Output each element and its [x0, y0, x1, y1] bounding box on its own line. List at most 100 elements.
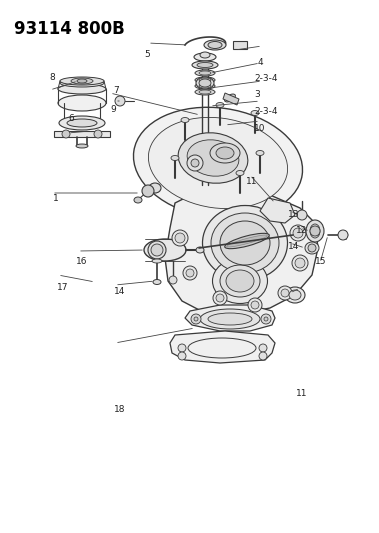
Circle shape [191, 314, 201, 324]
Ellipse shape [305, 242, 319, 254]
Ellipse shape [199, 90, 211, 94]
Ellipse shape [192, 61, 218, 69]
Polygon shape [260, 198, 295, 223]
Ellipse shape [144, 239, 186, 261]
Circle shape [115, 96, 125, 106]
Text: 7: 7 [114, 86, 119, 95]
Ellipse shape [77, 79, 87, 83]
Ellipse shape [199, 79, 211, 87]
Circle shape [62, 130, 70, 138]
Ellipse shape [251, 110, 259, 116]
Ellipse shape [220, 265, 260, 297]
Ellipse shape [310, 224, 320, 238]
Ellipse shape [152, 259, 162, 263]
Ellipse shape [226, 270, 254, 292]
Ellipse shape [58, 84, 106, 94]
Ellipse shape [60, 77, 104, 85]
Ellipse shape [59, 116, 105, 130]
Ellipse shape [151, 244, 163, 256]
Circle shape [142, 185, 154, 197]
Ellipse shape [195, 89, 215, 95]
Circle shape [186, 269, 194, 277]
Ellipse shape [213, 259, 268, 303]
Ellipse shape [196, 77, 214, 89]
Circle shape [183, 266, 197, 280]
Ellipse shape [225, 94, 235, 102]
Ellipse shape [289, 290, 301, 300]
Circle shape [259, 344, 267, 352]
Ellipse shape [178, 133, 248, 183]
Text: 16: 16 [76, 257, 87, 265]
Ellipse shape [149, 117, 288, 208]
Ellipse shape [211, 213, 279, 273]
Ellipse shape [195, 77, 215, 83]
Circle shape [248, 298, 262, 312]
Ellipse shape [181, 117, 189, 123]
Text: 5: 5 [144, 50, 150, 59]
Circle shape [310, 226, 320, 236]
Circle shape [295, 258, 305, 268]
Circle shape [281, 289, 289, 297]
Circle shape [290, 225, 306, 241]
Text: 11: 11 [246, 177, 258, 185]
Ellipse shape [196, 247, 204, 253]
Circle shape [264, 317, 268, 321]
Circle shape [261, 314, 271, 324]
Circle shape [191, 159, 199, 167]
Circle shape [178, 344, 186, 352]
Circle shape [259, 352, 267, 360]
Ellipse shape [133, 107, 302, 219]
Ellipse shape [285, 287, 305, 303]
Ellipse shape [236, 171, 244, 175]
Ellipse shape [187, 140, 239, 176]
Circle shape [175, 233, 185, 243]
Circle shape [308, 244, 316, 252]
Ellipse shape [194, 53, 216, 61]
Polygon shape [170, 331, 275, 363]
Ellipse shape [202, 206, 288, 280]
Polygon shape [233, 41, 247, 49]
Text: 8: 8 [49, 73, 55, 82]
Circle shape [213, 291, 227, 305]
Ellipse shape [195, 70, 215, 76]
Ellipse shape [306, 220, 324, 242]
Ellipse shape [197, 62, 213, 68]
Ellipse shape [149, 183, 161, 193]
Text: 3: 3 [254, 91, 260, 99]
Ellipse shape [199, 78, 211, 82]
Text: 10: 10 [254, 125, 265, 133]
Ellipse shape [199, 84, 211, 88]
Ellipse shape [200, 309, 260, 329]
Circle shape [297, 210, 307, 220]
Ellipse shape [60, 79, 104, 87]
Text: 15: 15 [315, 257, 326, 265]
Ellipse shape [220, 221, 270, 265]
Text: 9: 9 [110, 105, 116, 114]
Polygon shape [185, 305, 275, 331]
Circle shape [293, 228, 303, 238]
Ellipse shape [199, 71, 211, 75]
Ellipse shape [216, 147, 234, 159]
Ellipse shape [227, 235, 267, 247]
Ellipse shape [200, 52, 210, 58]
Text: 93114 800B: 93114 800B [14, 20, 125, 38]
Circle shape [169, 276, 177, 284]
Text: 2-3-4: 2-3-4 [254, 108, 277, 116]
Ellipse shape [148, 241, 166, 259]
Text: 4: 4 [258, 59, 263, 67]
Text: 12: 12 [296, 226, 307, 235]
Text: 17: 17 [57, 284, 68, 292]
Text: 11: 11 [296, 389, 307, 398]
Circle shape [338, 230, 348, 240]
Ellipse shape [208, 42, 222, 49]
Circle shape [278, 286, 292, 300]
Ellipse shape [134, 197, 142, 203]
Ellipse shape [210, 143, 240, 163]
Ellipse shape [208, 313, 252, 325]
Ellipse shape [71, 78, 93, 84]
Circle shape [178, 352, 186, 360]
Ellipse shape [216, 102, 224, 108]
Circle shape [216, 294, 224, 302]
Text: 1: 1 [53, 194, 59, 203]
Text: 2-3-4: 2-3-4 [254, 75, 277, 83]
